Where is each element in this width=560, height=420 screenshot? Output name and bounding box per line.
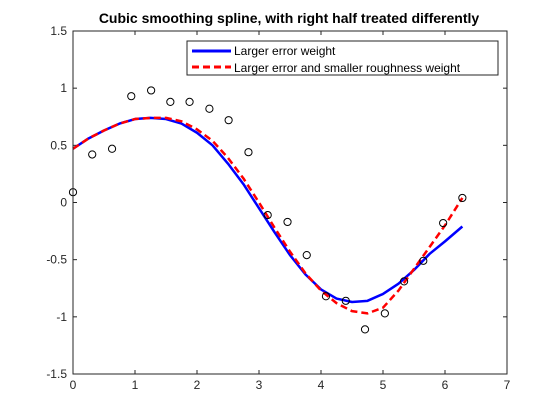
series-layer bbox=[72, 116, 464, 315]
data-point bbox=[147, 86, 156, 95]
series-line-smaller-roughness-weight bbox=[72, 116, 464, 315]
data-point bbox=[302, 250, 311, 260]
y-tick-label: 1.5 bbox=[50, 24, 67, 38]
legend: Larger error weight Larger error and sma… bbox=[186, 40, 499, 76]
data-point bbox=[263, 210, 272, 220]
data-point bbox=[107, 144, 117, 153]
legend-label-larger-error-weight: Larger error weight bbox=[234, 44, 336, 58]
axes-box bbox=[72, 30, 508, 375]
legend-box bbox=[186, 40, 499, 76]
data-point bbox=[127, 92, 136, 101]
data-point bbox=[283, 217, 292, 227]
x-tick-label: 0 bbox=[70, 378, 77, 392]
legend-label-smaller-roughness-weight: Larger error and smaller roughness weigh… bbox=[234, 61, 461, 75]
data-point bbox=[341, 296, 350, 305]
plot-area bbox=[73, 31, 507, 374]
x-tick-label: 6 bbox=[442, 378, 449, 392]
x-tick-label: 1 bbox=[132, 378, 139, 392]
y-tick-label: 0.5 bbox=[50, 138, 67, 152]
data-point bbox=[205, 104, 214, 113]
data-point bbox=[88, 150, 97, 159]
data-point bbox=[360, 325, 370, 334]
data-point bbox=[380, 309, 389, 318]
x-tick-label: 2 bbox=[194, 378, 201, 392]
y-tick-label: 0 bbox=[60, 196, 67, 210]
chart-title: Cubic smoothing spline, with right half … bbox=[99, 10, 480, 26]
data-point bbox=[244, 148, 253, 157]
data-point bbox=[439, 218, 448, 228]
x-tick-label: 3 bbox=[256, 378, 263, 392]
x-tick-label: 4 bbox=[318, 378, 325, 392]
data-point bbox=[458, 193, 467, 203]
y-tick-label: 1 bbox=[60, 81, 67, 95]
x-tick-label: 5 bbox=[380, 378, 387, 392]
data-point bbox=[185, 97, 194, 106]
y-tick-label: -1 bbox=[56, 310, 67, 324]
data-point bbox=[166, 97, 175, 106]
y-tick-label: -0.5 bbox=[46, 253, 67, 267]
data-point bbox=[419, 256, 428, 265]
y-tick-label: -1.5 bbox=[46, 367, 67, 381]
data-points bbox=[68, 86, 467, 334]
data-point bbox=[321, 292, 331, 301]
data-point bbox=[224, 116, 233, 125]
data-point bbox=[399, 277, 409, 286]
x-tick-label: 7 bbox=[504, 378, 511, 392]
